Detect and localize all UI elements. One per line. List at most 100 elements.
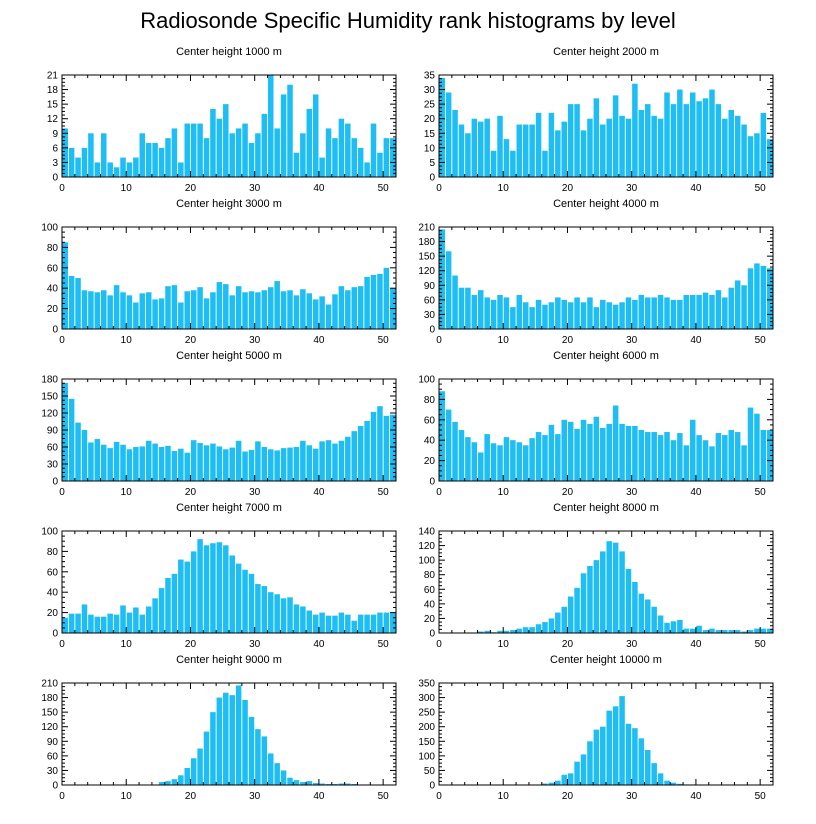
histogram-bar: [734, 280, 741, 329]
histogram-bar: [510, 150, 516, 177]
x-tick-label: 40: [313, 639, 325, 650]
histogram-bar: [677, 619, 683, 633]
histogram-bar: [165, 286, 171, 329]
histogram-bar: [81, 604, 88, 633]
histogram-bar: [439, 391, 445, 481]
histogram-bar: [664, 92, 670, 177]
histogram-bar: [165, 138, 171, 177]
histogram-bar: [689, 295, 696, 329]
histogram-bar: [338, 118, 345, 177]
histogram-bar: [561, 606, 568, 633]
histogram-bar: [664, 780, 670, 785]
histogram-bar: [657, 435, 664, 481]
histogram-bar: [670, 621, 677, 633]
histogram-bar: [542, 622, 548, 633]
y-tick-label: 90: [424, 281, 436, 292]
histogram-bar: [113, 285, 120, 329]
histogram-bar: [312, 448, 319, 481]
histogram-bar: [306, 445, 313, 481]
histogram-bar: [542, 150, 548, 177]
histogram-bar: [261, 113, 268, 177]
histogram-bar: [319, 441, 325, 481]
panel-title: Center height 3000 m: [176, 198, 282, 210]
histogram-bar: [503, 139, 510, 177]
x-tick-label: 40: [313, 335, 325, 346]
histogram-bar: [612, 706, 619, 785]
histogram-bar: [338, 440, 345, 481]
histogram-bar: [567, 596, 574, 633]
histogram-bar: [312, 94, 319, 177]
histogram-bar: [702, 630, 709, 633]
histogram-bar: [113, 441, 120, 481]
x-tick-label: 30: [249, 639, 261, 650]
histogram-bar: [255, 133, 261, 177]
histogram-bar: [293, 604, 300, 633]
histogram-bar: [158, 147, 165, 177]
histogram-bar: [216, 446, 223, 481]
histogram-bar: [644, 297, 651, 329]
y-tick-label: 21: [47, 71, 59, 82]
panel-title: Center height 2000 m: [553, 46, 659, 58]
y-tick-label: 40: [424, 599, 436, 610]
histogram-bar: [152, 598, 158, 633]
histogram-bar: [664, 432, 670, 481]
histogram-bar: [229, 695, 235, 785]
histogram-bar: [88, 614, 94, 633]
histogram-bar: [683, 295, 690, 329]
histogram-bar: [139, 293, 146, 329]
y-tick-label: 200: [418, 722, 435, 733]
histogram-bar: [229, 295, 235, 329]
histogram-bar: [722, 118, 728, 177]
y-tick-label: 20: [424, 614, 436, 625]
y-tick-label: 210: [41, 679, 58, 690]
x-tick-label: 10: [498, 791, 510, 802]
histogram-panel-4: Center height 4000 m 0 10 20 30 40 50 0 30 60 90 12…: [418, 198, 774, 346]
histogram-bar: [657, 773, 664, 785]
y-tick-label: 90: [47, 426, 59, 437]
histogram-bar: [62, 128, 68, 177]
histogram-bar: [555, 130, 561, 177]
histogram-bar: [561, 299, 568, 329]
histogram-bar: [477, 121, 484, 177]
histogram-bar: [458, 430, 465, 481]
histogram-bar: [510, 440, 516, 481]
histogram-bar: [345, 783, 351, 785]
histogram-bar: [760, 112, 767, 177]
histogram-bar: [625, 425, 632, 481]
histogram-bar: [484, 118, 490, 177]
histogram-bar: [529, 307, 535, 329]
histogram-bar: [497, 630, 503, 633]
histogram-bar: [325, 304, 332, 329]
histogram-bar: [458, 124, 465, 177]
histogram-bar: [255, 729, 261, 785]
histogram-bar: [255, 441, 261, 481]
histogram-panel-1: Center height 1000 m 0 10 20 30 40 50 0 3 6 9 12 15 1…: [47, 46, 397, 194]
y-tick-label: 25: [424, 100, 436, 111]
histogram-bar: [555, 612, 561, 633]
histogram-bar: [600, 124, 606, 177]
histogram-bar: [248, 449, 255, 481]
histogram-bar: [165, 445, 171, 481]
y-tick-label: 80: [424, 395, 436, 406]
histogram-bar: [747, 407, 754, 481]
histogram-bar: [715, 630, 722, 633]
histogram-bar: [383, 415, 390, 481]
y-tick-label: 0: [429, 629, 435, 640]
y-tick-label: 120: [418, 541, 435, 552]
histogram-bar: [715, 104, 722, 177]
histogram-bar: [632, 83, 638, 177]
histogram-bar: [465, 133, 471, 177]
y-tick-label: 5: [429, 158, 435, 169]
histogram-bar: [767, 139, 773, 177]
histogram-bar: [216, 118, 223, 177]
histogram-bar: [158, 782, 165, 785]
histogram-bar: [203, 298, 210, 329]
histogram-bar: [88, 442, 94, 481]
histogram-bar: [223, 545, 229, 633]
histogram-bar: [261, 290, 268, 329]
panel-title: Center height 7000 m: [176, 502, 282, 514]
histogram-panel-5: Center height 5000 m 0 10 20 30 40 50 0 30 60 90 12…: [41, 350, 397, 498]
y-tick-label: 350: [418, 679, 435, 690]
histogram-bar: [683, 104, 690, 177]
histogram-bar: [516, 628, 523, 633]
